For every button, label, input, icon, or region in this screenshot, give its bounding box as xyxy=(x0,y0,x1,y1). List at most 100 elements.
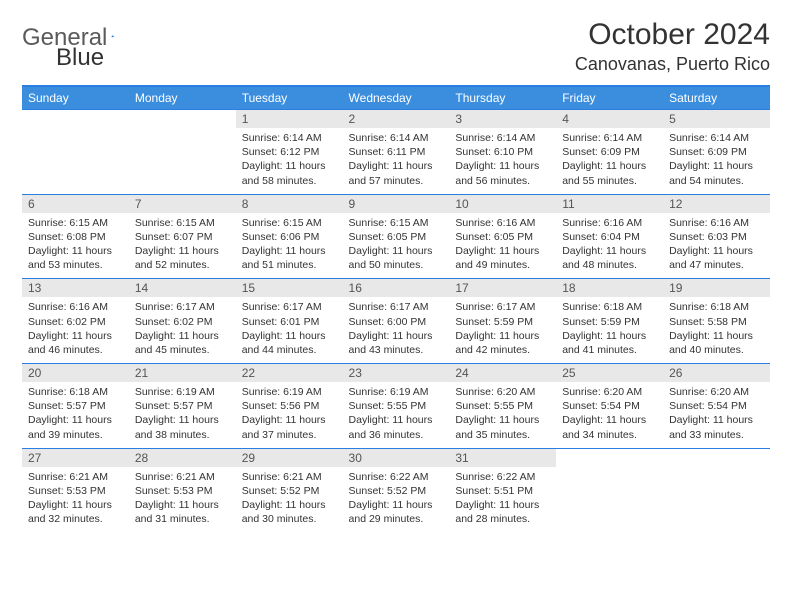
day-body: Sunrise: 6:22 AMSunset: 5:52 PMDaylight:… xyxy=(343,467,450,533)
daylight-text: Daylight: 11 hours and 57 minutes. xyxy=(349,159,444,187)
day-number: 2 xyxy=(343,110,450,128)
daylight-text: Daylight: 11 hours and 54 minutes. xyxy=(669,159,764,187)
calendar-day-cell: 5Sunrise: 6:14 AMSunset: 6:09 PMDaylight… xyxy=(663,110,770,195)
day-body: Sunrise: 6:17 AMSunset: 6:01 PMDaylight:… xyxy=(236,297,343,363)
daylight-text: Daylight: 11 hours and 52 minutes. xyxy=(135,244,230,272)
day-body: Sunrise: 6:18 AMSunset: 5:58 PMDaylight:… xyxy=(663,297,770,363)
sunset-text: Sunset: 6:06 PM xyxy=(242,230,337,244)
sunrise-text: Sunrise: 6:17 AM xyxy=(135,300,230,314)
daylight-text: Daylight: 11 hours and 38 minutes. xyxy=(135,413,230,441)
daylight-text: Daylight: 11 hours and 28 minutes. xyxy=(455,498,550,526)
daylight-text: Daylight: 11 hours and 48 minutes. xyxy=(562,244,657,272)
daylight-text: Daylight: 11 hours and 50 minutes. xyxy=(349,244,444,272)
sunrise-text: Sunrise: 6:15 AM xyxy=(349,216,444,230)
day-number: 1 xyxy=(236,110,343,128)
calendar-day-cell: 16Sunrise: 6:17 AMSunset: 6:00 PMDayligh… xyxy=(343,279,450,364)
daylight-text: Daylight: 11 hours and 49 minutes. xyxy=(455,244,550,272)
weekday-header-row: Sunday Monday Tuesday Wednesday Thursday… xyxy=(22,86,770,110)
day-body: Sunrise: 6:20 AMSunset: 5:54 PMDaylight:… xyxy=(556,382,663,448)
day-body: Sunrise: 6:15 AMSunset: 6:07 PMDaylight:… xyxy=(129,213,236,279)
calendar-day-cell: 22Sunrise: 6:19 AMSunset: 5:56 PMDayligh… xyxy=(236,364,343,449)
day-body: Sunrise: 6:19 AMSunset: 5:55 PMDaylight:… xyxy=(343,382,450,448)
daylight-text: Daylight: 11 hours and 41 minutes. xyxy=(562,329,657,357)
sunrise-text: Sunrise: 6:16 AM xyxy=(669,216,764,230)
sunrise-text: Sunrise: 6:16 AM xyxy=(28,300,123,314)
sunset-text: Sunset: 6:05 PM xyxy=(349,230,444,244)
sunrise-text: Sunrise: 6:21 AM xyxy=(135,470,230,484)
day-number: 29 xyxy=(236,449,343,467)
sunrise-text: Sunrise: 6:14 AM xyxy=(349,131,444,145)
weekday-header: Tuesday xyxy=(236,86,343,110)
day-number: 11 xyxy=(556,195,663,213)
location: Canovanas, Puerto Rico xyxy=(575,54,770,75)
sunrise-text: Sunrise: 6:19 AM xyxy=(242,385,337,399)
day-body: Sunrise: 6:21 AMSunset: 5:53 PMDaylight:… xyxy=(22,467,129,533)
sunrise-text: Sunrise: 6:19 AM xyxy=(135,385,230,399)
calendar-day-cell xyxy=(556,448,663,532)
sunset-text: Sunset: 5:57 PM xyxy=(28,399,123,413)
daylight-text: Daylight: 11 hours and 30 minutes. xyxy=(242,498,337,526)
day-number: 5 xyxy=(663,110,770,128)
month-title: October 2024 xyxy=(575,18,770,52)
sunrise-text: Sunrise: 6:15 AM xyxy=(28,216,123,230)
day-body: Sunrise: 6:14 AMSunset: 6:09 PMDaylight:… xyxy=(556,128,663,194)
sunset-text: Sunset: 5:54 PM xyxy=(669,399,764,413)
sunrise-text: Sunrise: 6:14 AM xyxy=(242,131,337,145)
sunset-text: Sunset: 5:53 PM xyxy=(28,484,123,498)
day-body: Sunrise: 6:17 AMSunset: 6:00 PMDaylight:… xyxy=(343,297,450,363)
calendar-day-cell: 8Sunrise: 6:15 AMSunset: 6:06 PMDaylight… xyxy=(236,194,343,279)
day-body: Sunrise: 6:21 AMSunset: 5:53 PMDaylight:… xyxy=(129,467,236,533)
header: General October 2024 Canovanas, Puerto R… xyxy=(22,18,770,75)
daylight-text: Daylight: 11 hours and 53 minutes. xyxy=(28,244,123,272)
calendar-day-cell: 15Sunrise: 6:17 AMSunset: 6:01 PMDayligh… xyxy=(236,279,343,364)
day-body: Sunrise: 6:22 AMSunset: 5:51 PMDaylight:… xyxy=(449,467,556,533)
calendar-day-cell: 20Sunrise: 6:18 AMSunset: 5:57 PMDayligh… xyxy=(22,364,129,449)
sunrise-text: Sunrise: 6:17 AM xyxy=(455,300,550,314)
calendar-day-cell xyxy=(663,448,770,532)
calendar-day-cell: 24Sunrise: 6:20 AMSunset: 5:55 PMDayligh… xyxy=(449,364,556,449)
day-body: Sunrise: 6:21 AMSunset: 5:52 PMDaylight:… xyxy=(236,467,343,533)
weekday-header: Sunday xyxy=(22,86,129,110)
daylight-text: Daylight: 11 hours and 29 minutes. xyxy=(349,498,444,526)
calendar-day-cell: 26Sunrise: 6:20 AMSunset: 5:54 PMDayligh… xyxy=(663,364,770,449)
daylight-text: Daylight: 11 hours and 37 minutes. xyxy=(242,413,337,441)
day-number: 20 xyxy=(22,364,129,382)
daylight-text: Daylight: 11 hours and 47 minutes. xyxy=(669,244,764,272)
sunset-text: Sunset: 5:54 PM xyxy=(562,399,657,413)
calendar-day-cell: 6Sunrise: 6:15 AMSunset: 6:08 PMDaylight… xyxy=(22,194,129,279)
calendar-day-cell: 31Sunrise: 6:22 AMSunset: 5:51 PMDayligh… xyxy=(449,448,556,532)
sunset-text: Sunset: 6:02 PM xyxy=(28,315,123,329)
calendar-week-row: 20 Sunrise: 6:18 AMSunset: 5:57 PM Dayligh… xyxy=(22,364,770,449)
calendar-day-cell: 3Sunrise: 6:14 AMSunset: 6:10 PMDaylight… xyxy=(449,110,556,195)
day-body: Sunrise: 6:14 AMSunset: 6:09 PMDaylight:… xyxy=(663,128,770,194)
calendar-day-cell: 30Sunrise: 6:22 AMSunset: 5:52 PMDayligh… xyxy=(343,448,450,532)
day-number: 9 xyxy=(343,195,450,213)
title-block: October 2024 Canovanas, Puerto Rico xyxy=(575,18,770,75)
calendar-day-cell: 14Sunrise: 6:17 AMSunset: 6:02 PMDayligh… xyxy=(129,279,236,364)
daylight-text: Daylight: 11 hours and 44 minutes. xyxy=(242,329,337,357)
day-body: Sunrise: 6:14 AMSunset: 6:12 PMDaylight:… xyxy=(236,128,343,194)
sunset-text: Sunset: 5:59 PM xyxy=(455,315,550,329)
day-number: 15 xyxy=(236,279,343,297)
calendar-week-row: 1Sunrise: 6:14 AMSunset: 6:12 PMDaylight… xyxy=(22,110,770,195)
sunset-text: Sunset: 6:07 PM xyxy=(135,230,230,244)
calendar-week-row: 13Sunrise: 6:16 AMSunset: 6:02 PMDayligh… xyxy=(22,279,770,364)
daylight-text: Daylight: 11 hours and 31 minutes. xyxy=(135,498,230,526)
day-number: 17 xyxy=(449,279,556,297)
calendar-day-cell: 28Sunrise: 6:21 AMSunset: 5:53 PMDayligh… xyxy=(129,448,236,532)
sunrise-text: Sunrise: 6:16 AM xyxy=(455,216,550,230)
day-body: Sunrise: 6:17 AMSunset: 5:59 PMDaylight:… xyxy=(449,297,556,363)
sunrise-text: Sunrise: 6:14 AM xyxy=(669,131,764,145)
weekday-header: Wednesday xyxy=(343,86,450,110)
calendar-day-cell: 17Sunrise: 6:17 AMSunset: 5:59 PMDayligh… xyxy=(449,279,556,364)
daylight-text: Daylight: 11 hours and 43 minutes. xyxy=(349,329,444,357)
day-body: Sunrise: 6:16 AMSunset: 6:02 PMDaylight:… xyxy=(22,297,129,363)
day-number: 14 xyxy=(129,279,236,297)
sunrise-text: Sunrise: 6:18 AM xyxy=(28,385,123,399)
sunrise-text: Sunrise: 6:22 AM xyxy=(349,470,444,484)
daylight-text: Daylight: 11 hours and 35 minutes. xyxy=(455,413,550,441)
day-number: 19 xyxy=(663,279,770,297)
day-body: Sunrise: 6:15 AMSunset: 6:08 PMDaylight:… xyxy=(22,213,129,279)
calendar-table: Sunday Monday Tuesday Wednesday Thursday… xyxy=(22,85,770,532)
sunrise-text: Sunrise: 6:14 AM xyxy=(455,131,550,145)
